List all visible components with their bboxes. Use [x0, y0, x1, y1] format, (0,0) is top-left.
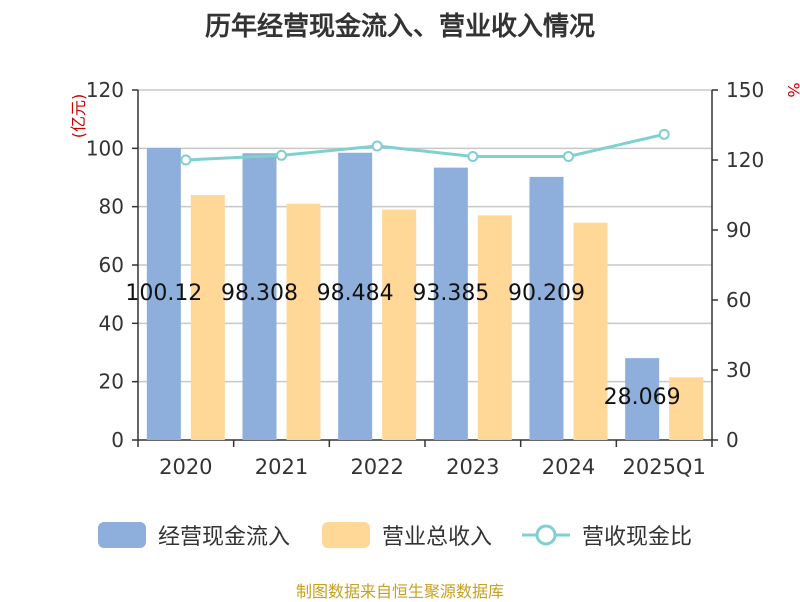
- point-ratio: [563, 151, 574, 162]
- y-tick-label-left: 80: [99, 195, 124, 219]
- legend-swatch-revenue: [322, 522, 370, 548]
- bar-revenue: [573, 222, 608, 440]
- point-ratio: [180, 154, 192, 166]
- data-label-cash-inflow: 98.308: [221, 281, 298, 306]
- y-tick-label-left: 0: [111, 428, 124, 452]
- y-tick-label-right: 120: [726, 148, 764, 172]
- x-tick-label: 2022: [350, 455, 403, 479]
- bar-cash-inflow: [433, 167, 468, 441]
- line-ratio: [185, 132, 665, 162]
- y-axis-label-left: (亿元): [69, 94, 88, 139]
- y-axis-label-right: %: [784, 82, 800, 97]
- point-ratio: [467, 151, 479, 162]
- legend-item-revenue[interactable]: 营业总收入: [322, 515, 492, 555]
- bar-cash-inflow: [625, 358, 660, 440]
- x-tick-label: 2023: [446, 455, 499, 479]
- legend-label-cash-inflow: 经营现金流入: [158, 525, 291, 550]
- y-tick-label-left: 40: [99, 311, 124, 335]
- bar-revenue: [190, 195, 225, 440]
- legend-line-ratio-icon: [522, 522, 570, 548]
- y-tick-label-left: 20: [99, 370, 124, 394]
- y-tick-label-right: 60: [726, 288, 751, 312]
- bar-revenue: [477, 215, 512, 440]
- data-label-cash-inflow: 98.484: [317, 281, 394, 306]
- point-ratio: [371, 140, 383, 152]
- legend: 经营现金流入 营业总收入 营收现金比: [0, 515, 800, 555]
- bar-revenue: [286, 203, 321, 440]
- bar-cash-inflow: [146, 147, 181, 440]
- y-tick-label-right: 0: [726, 428, 739, 452]
- legend-item-ratio[interactable]: 营收现金比: [522, 515, 692, 555]
- data-source-note: 制图数据来自恒生聚源数据库: [295, 582, 504, 601]
- data-label-cash-inflow: 90.209: [508, 281, 585, 306]
- legend-item-cash-inflow[interactable]: 经营现金流入: [98, 515, 290, 555]
- bar-revenue: [669, 377, 704, 440]
- chart-title: 历年经营现金流入、营业收入情况: [204, 12, 595, 42]
- legend-swatch-cash-inflow: [98, 522, 146, 548]
- y-tick-label-left: 60: [99, 253, 124, 277]
- x-tick-label: 2020: [159, 455, 212, 479]
- point-ratio: [276, 149, 287, 161]
- x-tick-label: 2025Q1: [622, 455, 705, 479]
- y-tick-label-left: 120: [86, 78, 124, 102]
- legend-label-ratio: 营收现金比: [582, 525, 693, 550]
- bar-cash-inflow: [529, 176, 564, 440]
- y-tick-label-left: 100: [86, 136, 124, 160]
- x-tick-label: 2021: [255, 455, 308, 479]
- data-label-cash-inflow: 100.12: [125, 281, 202, 306]
- data-label-cash-inflow: 93.385: [412, 281, 489, 306]
- y-tick-label-right: 90: [726, 218, 751, 242]
- y-tick-label-right: 30: [726, 358, 751, 382]
- legend-label-revenue: 营业总收入: [382, 525, 493, 550]
- y-tick-label-right: 150: [726, 78, 764, 102]
- bar-cash-inflow: [338, 152, 373, 440]
- x-tick-label: 2024: [542, 455, 595, 479]
- bar-revenue: [382, 209, 417, 440]
- point-ratio: [658, 128, 670, 140]
- bar-cash-inflow: [242, 153, 277, 441]
- data-label-cash-inflow: 28.069: [604, 385, 681, 410]
